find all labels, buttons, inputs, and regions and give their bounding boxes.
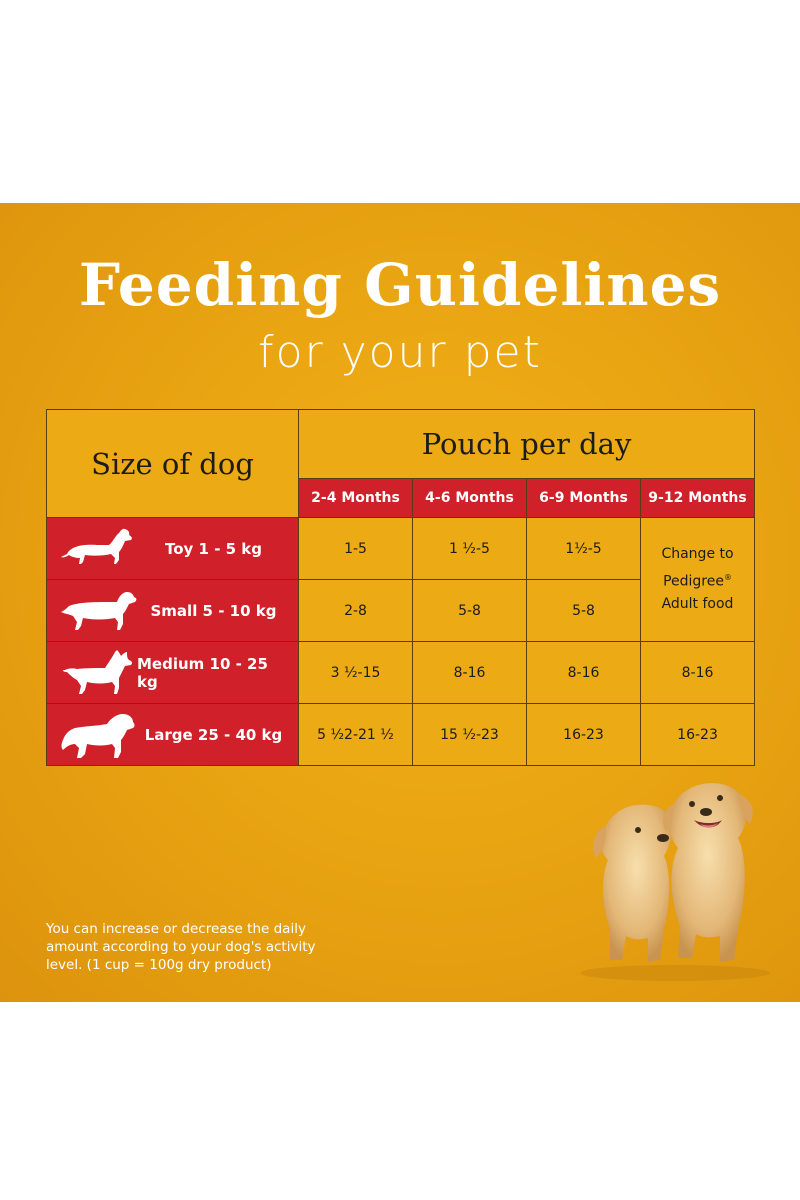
change-to-adult-note: Change to Pedigree® Adult food — [639, 517, 756, 642]
value-large-4-6: 15 ½-23 — [412, 703, 527, 766]
puppies-image — [580, 783, 770, 981]
age-column-2-4: 2-4 Months — [298, 477, 413, 519]
value-toy-2-4: 1-5 — [298, 517, 413, 580]
value-medium-9-12: 8-16 — [639, 641, 756, 704]
registered-mark: ® — [723, 572, 732, 582]
size-label-small: Small 5 - 10 kg — [150, 601, 277, 620]
dachshund-icon — [61, 592, 137, 630]
size-cell-small: Small 5 - 10 kg — [46, 579, 299, 642]
value-small-2-4: 2-8 — [298, 579, 413, 642]
value-large-6-9: 16-23 — [526, 703, 641, 766]
change-note-line3: Adult food — [661, 596, 734, 613]
age-column-9-12: 9-12 Months — [639, 477, 756, 519]
value-toy-4-6: 1 ½-5 — [412, 517, 527, 580]
table-row: Medium 10 - 25 kg 3 ½-15 8-16 8-16 8-16 — [46, 641, 756, 704]
value-large-2-4: 5 ½2-21 ½ — [298, 703, 413, 766]
change-note-line1: Change to — [661, 545, 734, 562]
large-dog-icon — [61, 714, 135, 758]
dachshund-small-icon — [61, 528, 132, 564]
page-title: Feeding Guidelines — [78, 251, 722, 319]
size-of-dog-header: Size of dog — [46, 409, 299, 518]
value-toy-6-9: 1½-5 — [526, 517, 641, 580]
medium-dog-icon — [62, 650, 133, 694]
size-label-toy: Toy 1 - 5 kg — [164, 539, 263, 558]
size-cell-toy: Toy 1 - 5 kg — [46, 517, 299, 580]
value-medium-2-4: 3 ½-15 — [298, 641, 413, 704]
value-medium-6-9: 8-16 — [526, 641, 641, 704]
size-label-large: Large 25 - 40 kg — [144, 725, 283, 744]
page-subtitle: for your pet — [258, 327, 542, 378]
value-medium-4-6: 8-16 — [412, 641, 527, 704]
table-row: Small 5 - 10 kg 2-8 5-8 5-8 — [46, 579, 755, 642]
change-note-line2: Pedigree — [663, 573, 724, 590]
age-column-4-6: 4-6 Months — [412, 477, 527, 519]
table-row: Large 25 - 40 kg 5 ½2-21 ½ 15 ½-23 16-23… — [46, 703, 756, 766]
value-small-4-6: 5-8 — [412, 579, 527, 642]
table-row: Toy 1 - 5 kg 1-5 1 ½-5 1½-5 Change to Pe… — [46, 517, 756, 642]
footnote: You can increase or decrease the daily a… — [46, 921, 316, 973]
feeding-guidelines-panel: Feeding Guidelines for your pet Size of … — [0, 203, 800, 1002]
pouch-per-day-header: Pouch per day — [297, 409, 756, 479]
size-label-medium: Medium 10 - 25 kg — [137, 654, 268, 691]
feeding-table: Size of dog Pouch per day 2-4 Months 4-6… — [46, 409, 756, 766]
size-cell-large: Large 25 - 40 kg — [46, 703, 299, 766]
value-large-9-12: 16-23 — [639, 703, 756, 766]
value-small-6-9: 5-8 — [526, 579, 641, 642]
size-cell-medium: Medium 10 - 25 kg — [46, 641, 299, 704]
age-column-6-9: 6-9 Months — [526, 477, 641, 519]
